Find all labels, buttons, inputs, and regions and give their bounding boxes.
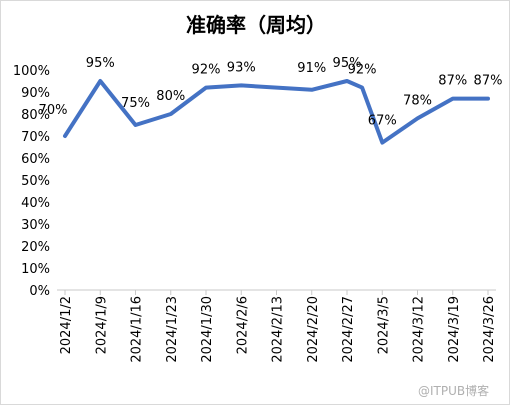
data-labels: 70%95%75% 80%92% 93% 91% 95%92%67%78%87% 87% bbox=[39, 56, 503, 129]
y-tick-label: 100% bbox=[13, 64, 50, 79]
y-tick-label: 90% bbox=[21, 86, 50, 101]
x-tick-label: 2024/1/23 bbox=[165, 296, 180, 363]
x-tick-label: 2024/1/9 bbox=[94, 296, 109, 354]
y-tick-label: 0% bbox=[29, 284, 50, 299]
y-tick-label: 10% bbox=[21, 262, 50, 277]
data-label: 87% bbox=[438, 74, 467, 89]
x-tick-label: 2024/3/12 bbox=[412, 296, 427, 363]
series-line bbox=[63, 79, 490, 145]
data-label: 87% bbox=[474, 74, 503, 89]
x-axis-tick-marks bbox=[64, 290, 489, 295]
x-tick-label: 2024/2/27 bbox=[341, 296, 356, 363]
y-tick-label: 60% bbox=[21, 152, 50, 167]
x-tick-label: 2024/2/20 bbox=[306, 296, 321, 363]
data-label: 95% bbox=[333, 56, 362, 71]
x-tick-label: 2024/1/30 bbox=[200, 296, 215, 363]
data-label: 93% bbox=[227, 60, 256, 75]
data-label: 92% bbox=[192, 63, 221, 78]
y-tick-label: 20% bbox=[21, 240, 50, 255]
y-tick-label: 80% bbox=[21, 108, 50, 123]
data-label: 78% bbox=[403, 93, 432, 108]
y-tick-label: 70% bbox=[21, 130, 50, 145]
data-label: 70% bbox=[39, 103, 68, 118]
y-tick-label: 50% bbox=[21, 174, 50, 189]
y-axis-ticks: 0% 10% 20% 30% 40% 50% 60% 70% 80% 90% 100% bbox=[13, 64, 50, 299]
x-tick-label: 2024/2/6 bbox=[235, 296, 250, 354]
chart-title: 准确率（周均） bbox=[186, 13, 326, 37]
x-tick-label: 2024/2/13 bbox=[271, 296, 286, 363]
x-tick-label: 2024/1/16 bbox=[130, 296, 145, 363]
data-label: 95% bbox=[86, 56, 115, 71]
data-label: 91% bbox=[297, 61, 326, 76]
x-axis-labels: 2024/1/2 2024/1/9 2024/1/16 2024/1/23 2024/1… bbox=[59, 296, 497, 363]
data-label: 67% bbox=[368, 114, 397, 129]
data-label: 80% bbox=[156, 89, 185, 104]
y-tick-label: 40% bbox=[21, 196, 50, 211]
data-label: 92% bbox=[348, 63, 377, 78]
x-tick-label: 2024/3/19 bbox=[447, 296, 462, 363]
x-tick-label: 2024/3/5 bbox=[376, 296, 391, 354]
x-tick-label: 2024/3/26 bbox=[482, 296, 497, 363]
y-tick-label: 30% bbox=[21, 218, 50, 233]
watermark: @ITPUB博客 bbox=[418, 383, 489, 398]
x-tick-label: 2024/1/2 bbox=[59, 296, 74, 354]
data-label: 75% bbox=[121, 96, 150, 111]
